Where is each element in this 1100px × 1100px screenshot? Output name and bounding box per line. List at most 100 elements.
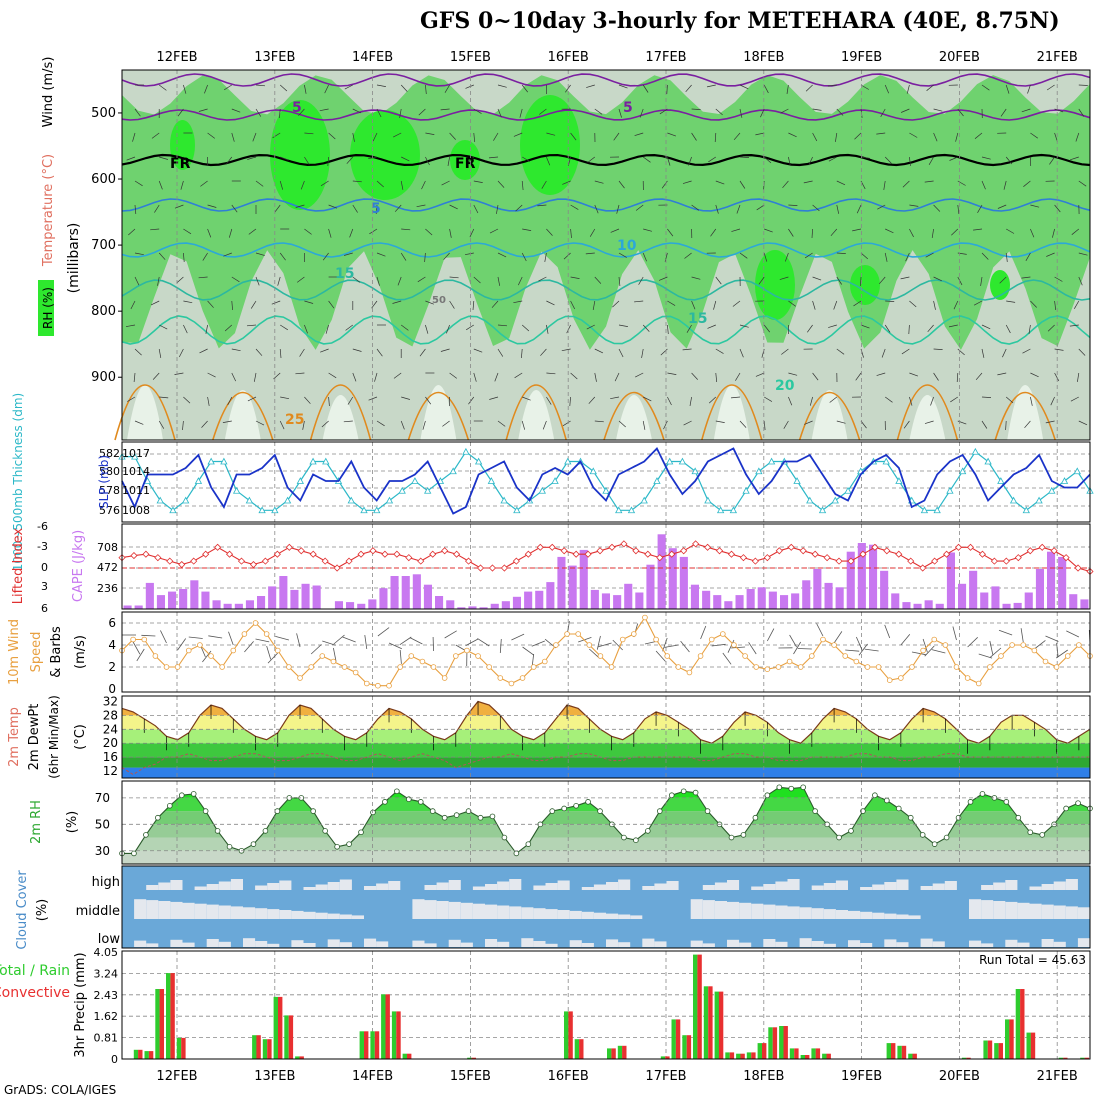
wind-barb <box>158 84 167 91</box>
cloud-cover-bar <box>714 882 727 890</box>
rh-point <box>155 814 161 821</box>
wind-barb <box>788 396 793 406</box>
wind-barb <box>836 108 844 116</box>
cloud-cover-bar <box>327 882 340 890</box>
lifted-index-point <box>704 543 712 551</box>
cloud-cover-bar <box>727 901 740 919</box>
cloud-cover-bar <box>884 882 897 890</box>
precip-total-bar <box>1005 1019 1010 1059</box>
wind-barb <box>183 396 191 404</box>
wind-barb <box>1078 84 1088 86</box>
wind-barb <box>570 132 577 141</box>
wind-barb <box>781 348 789 355</box>
rh-point <box>394 788 400 795</box>
wind-speed-point <box>875 664 882 670</box>
slp-series-line <box>121 446 1091 515</box>
precip-total-bar <box>1058 1057 1064 1059</box>
wind-barb <box>304 324 308 334</box>
wind-barb-10m <box>924 645 935 657</box>
thickness-point <box>385 496 394 504</box>
wind-barb <box>466 156 475 164</box>
wind-barb <box>352 348 362 352</box>
pressure-tick-label: 600 <box>91 172 116 187</box>
wind-barb <box>465 84 474 89</box>
thickness-tick-label: 576 <box>99 504 120 517</box>
rh-point <box>943 834 950 841</box>
cape-bar <box>212 600 221 609</box>
wind-barb <box>126 324 136 327</box>
cape-bar <box>490 603 499 609</box>
thickness-point <box>220 457 228 465</box>
wind-barb <box>884 84 890 94</box>
lifted-index-series-line <box>121 543 1091 573</box>
wind-barb <box>304 300 314 304</box>
axis-label-slp: SLP (mb) <box>97 455 111 509</box>
precip-total-bar <box>574 1039 580 1059</box>
rh-point <box>417 799 424 805</box>
wind-barb <box>231 108 241 113</box>
cape-bar <box>446 600 455 609</box>
wind-barb <box>279 348 282 359</box>
lifted-index-point <box>1002 557 1010 565</box>
wind-barb <box>667 228 674 237</box>
wind-barb <box>1078 252 1088 256</box>
wind-barb-10m <box>789 634 797 648</box>
precip-total-bar <box>822 1053 827 1059</box>
wind-barb <box>279 420 285 430</box>
precip-convective-bar <box>267 1039 272 1059</box>
cape-bar <box>1069 594 1078 609</box>
wind-barb <box>397 276 402 286</box>
wind-barb <box>828 156 837 162</box>
wind-barb <box>1022 348 1031 354</box>
wind-barb <box>159 156 168 160</box>
lifted-index-point <box>907 557 915 565</box>
wind-barb <box>981 84 990 91</box>
wind-barb <box>441 180 450 186</box>
wind-barb <box>127 396 136 402</box>
precip-total-bar <box>617 1045 623 1059</box>
precip-tick-label: 0 <box>111 1053 118 1066</box>
precip-convective-bar <box>675 1019 681 1059</box>
wind-barb-10m <box>978 653 993 659</box>
cape-bar <box>1080 599 1089 609</box>
wind-barb <box>393 372 402 379</box>
wind-barb <box>133 372 136 383</box>
cloud-cover-bar <box>896 879 909 890</box>
lifted-index-point <box>787 543 795 551</box>
rh-point <box>358 829 364 836</box>
wind-barb <box>304 84 307 94</box>
wind-barb <box>885 228 894 234</box>
thickness-point <box>984 457 992 465</box>
wind-barb <box>569 396 571 407</box>
cape-bar <box>223 603 232 609</box>
wind-barb <box>473 180 483 183</box>
wind-barb-10m <box>409 637 423 645</box>
wind-barb <box>827 84 837 87</box>
axis-label-barbs: & Barbs <box>49 626 64 678</box>
wind-barb <box>902 180 910 188</box>
cloud-cover-bar <box>811 908 824 919</box>
wind-barb <box>927 324 934 333</box>
cloud-cover-bar <box>1077 938 1090 947</box>
wind-speed-point <box>664 653 670 659</box>
cloud-cover-bar <box>969 940 982 947</box>
li-tick-label: 0 <box>41 561 48 574</box>
wind-barb <box>812 108 822 111</box>
wind-barb <box>903 420 910 429</box>
wind-barb-10m <box>322 640 336 646</box>
rh-point <box>967 799 974 805</box>
wind-barb <box>981 348 985 358</box>
temp-contour-25 <box>309 384 372 441</box>
wind-barb-10m <box>612 639 623 651</box>
wind-barb <box>950 396 958 403</box>
cloud-cover-bar <box>267 883 280 890</box>
lifted-index-point <box>560 547 568 555</box>
wind-barb <box>981 180 986 190</box>
cloud-cover-bar <box>521 907 534 919</box>
wind-barb <box>449 300 455 309</box>
cape-bar <box>290 589 299 609</box>
cloud-cover-bar <box>775 881 788 890</box>
wind-barb <box>664 252 668 262</box>
wind-barb <box>522 396 531 401</box>
axis-label-temp-unit: (°C) <box>73 724 88 750</box>
